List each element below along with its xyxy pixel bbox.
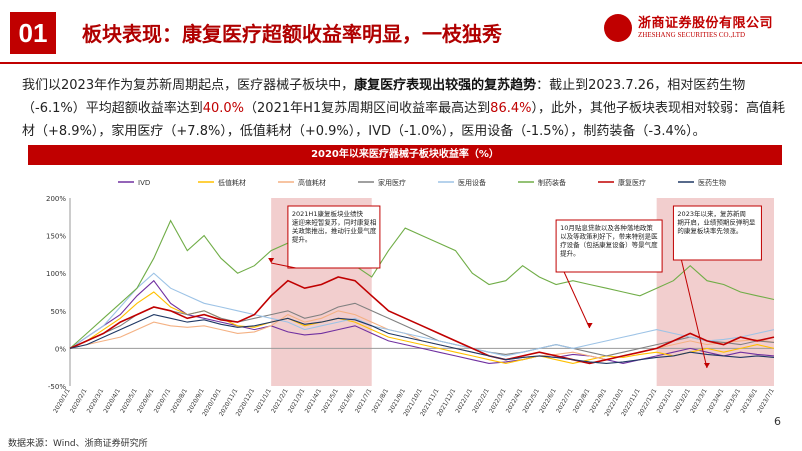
x-tick-label: 2023/7/1 [756,387,776,414]
legend-label: 家用医疗 [378,178,406,187]
annotation-text-line: 2023年以来，复苏新周 [677,209,746,218]
page-title: 板块表现：康复医疗超额收益率明显，一枝独秀 [82,22,502,46]
chart-title: 2020年以来医疗器械子板块收益率（%） [28,145,782,165]
series-line [69,219,775,349]
annotation-arrow [680,259,708,369]
annotation-text-line: 的康复板块率先领涨。 [677,226,742,235]
annotation-text-line: 2021H1康复板块业绩快 [292,209,364,218]
summary-paragraph: 我们以2023年作为复苏新周期起点，医疗器械子板块中，康复医疗表现出较强的复苏趋… [22,74,787,143]
data-source: 数据来源：Wind、浙商证券研究所 [8,439,148,449]
annotation-text-line: 疗设备（包括康复设备）等景气度 [560,240,658,249]
annotation-arrow [563,271,591,329]
series-line [69,276,775,365]
line-chart: 200%150%100%50%0%-50%2020/1/12020/2/1202… [46,178,776,418]
annotation-text-line: 速迎来短暂复苏，同时康复相 [292,218,377,227]
brand-name-cn: 浙商证券股份有限公司 [638,16,774,31]
legend-label: 医用设备 [458,178,486,187]
legend-label: 医药生物 [698,178,726,187]
annotation-text-line: 以及等政策利好下，带来特别是医 [560,232,658,241]
legend-label: IVD [138,179,150,187]
section-number-badge: 01 [10,12,56,54]
para-text-1: 我们以2023年作为复苏新周期起点，医疗器械子板块中， [22,78,355,93]
y-tick-label: 100% [46,270,66,278]
para-text-3: （2021年H1复苏周期区间收益率最高达到 [244,101,491,116]
y-tick-label: 0% [55,345,66,353]
brand-name-en: ZHESHANG SECURITIES CO.,LTD [638,31,746,39]
chart-container: 200% 150% 100% 50% 0% -50% 2020/1/1 2020/2/1 202… [28,168,782,428]
series-line [69,272,775,357]
legend-label: 低值耗材 [218,178,246,187]
annotation-text-line: 10月贴息贷款以及各种落地政策 [560,223,653,232]
page-number: 6 [774,415,781,428]
annotation-text-line: 期开启，业绩预期反弹明显 [677,218,756,227]
series-line [69,314,775,364]
annotation-box-1 [287,205,381,269]
legend-label: 康复医疗 [618,178,646,187]
series-line [69,302,775,357]
annotation-box-2 [555,219,663,273]
y-tick-label: -50% [48,383,66,391]
annotation-arrowhead [268,258,275,263]
slide-header: 01 板块表现：康复医疗超额收益率明显，一枝独秀 浙商证券股份有限公司 ZHES… [0,0,802,62]
annotation-text-line: 提升。 [560,249,580,258]
annotation-arrowhead [703,363,710,368]
para-text-2: ：截止到2023.7.26，相对医药生物（-6.1%）平均超额收益率达到 [22,78,746,116]
header-divider [0,62,802,64]
y-tick-label: 50% [50,308,66,316]
para-red-value-2: 86.4% [490,101,532,116]
y-tick-label: 150% [46,233,66,241]
brand-logo: 浙商证券股份有限公司 ZHESHANG SECURITIES CO.,LTD [604,12,794,46]
para-red-value-1: 40.0% [202,101,245,116]
annotation-arrowhead [586,323,593,328]
para-text-4: ），此外，其他子板块表现相对较弱：高值耗材（+8.9%），家用医疗（+7.8%）… [22,101,785,139]
y-tick-label: 200% [46,195,66,203]
annotation-text-line: 提升。 [292,235,312,244]
annotation-box-3 [672,205,762,261]
annotation-text-line: 关政策推出，推动行业景气度 [292,226,377,235]
legend-label: 高值耗材 [298,178,326,187]
logo-icon [604,14,632,42]
annotation-arrow [271,262,297,269]
para-bold-highlight: 康复医疗表现出较强的复苏趋势 [354,78,537,93]
legend-label: 制药装备 [538,178,566,187]
